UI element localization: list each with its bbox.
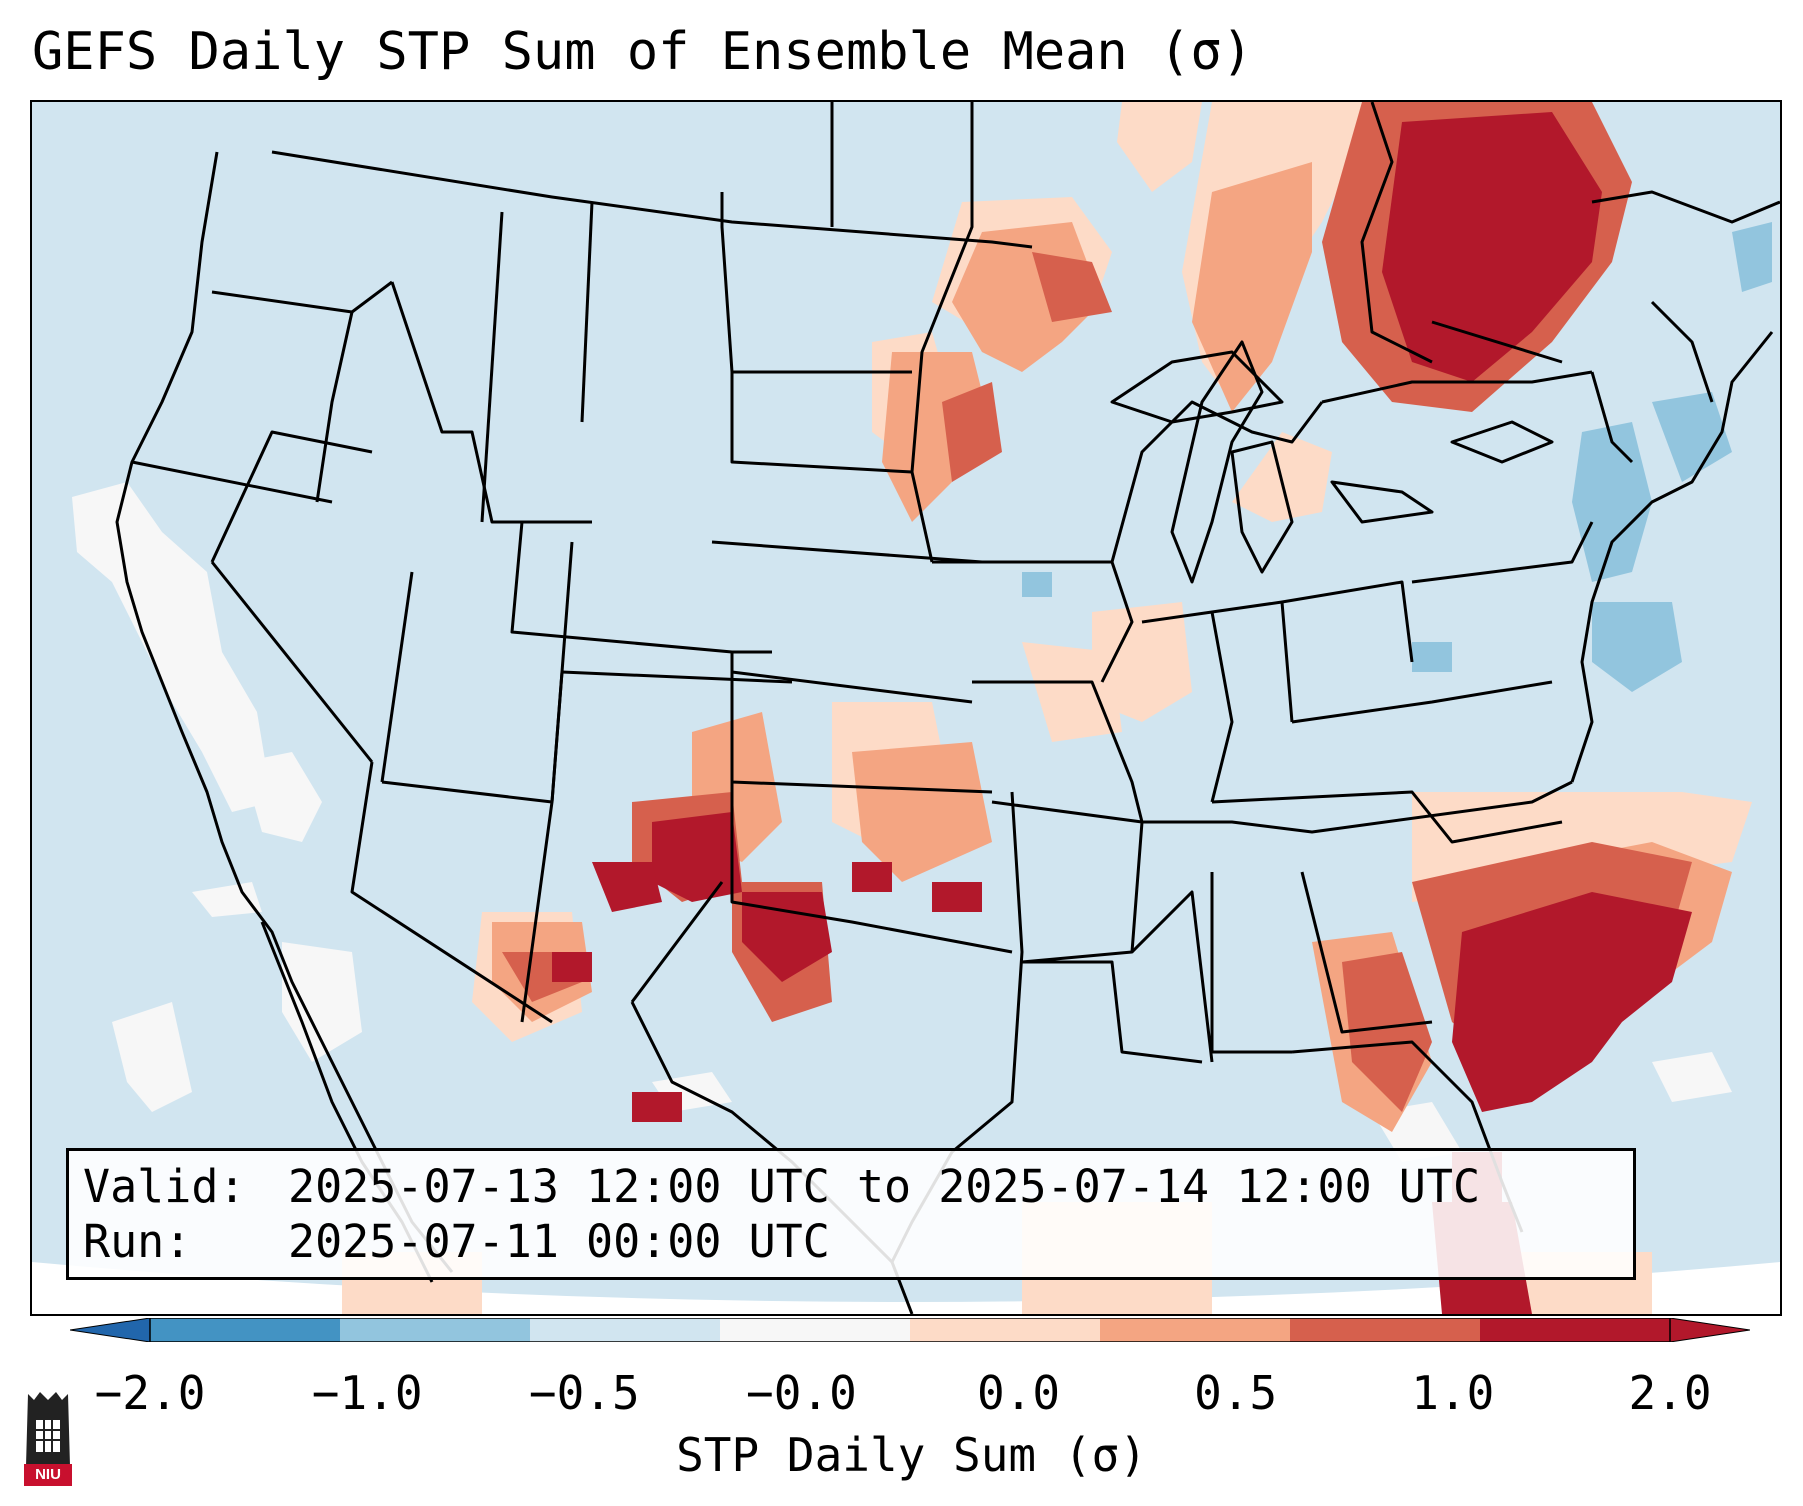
colorbar-tick-label: −2.0 bbox=[94, 1366, 206, 1420]
colorbar-cell bbox=[1100, 1318, 1291, 1342]
colorbar-extend-high bbox=[1669, 1318, 1750, 1342]
colorbar-cell bbox=[720, 1318, 911, 1342]
run-line: Run: 2025-07-11 00:00 UTC bbox=[83, 1214, 1619, 1269]
colorbar-cell bbox=[1290, 1318, 1481, 1342]
stp-very-high-positive bbox=[552, 112, 1692, 1314]
niu-tower-icon bbox=[24, 1392, 72, 1486]
colorbar bbox=[70, 1318, 1750, 1342]
colorbar-tick-label: 1.0 bbox=[1411, 1366, 1495, 1420]
logo-text: NIU bbox=[35, 1466, 61, 1483]
colorbar-cell bbox=[530, 1318, 721, 1342]
colorbar-cell bbox=[910, 1318, 1101, 1342]
neutral-patches bbox=[72, 482, 1732, 1162]
valid-value: 2025-07-13 12:00 UTC to 2025-07-14 12:00… bbox=[288, 1160, 1481, 1213]
valid-label: Valid: bbox=[83, 1160, 246, 1213]
colorbar-tick-label: −0.5 bbox=[528, 1366, 640, 1420]
valid-line: Valid: 2025-07-13 12:00 UTC to 2025-07-14… bbox=[83, 1159, 1619, 1214]
chart-title: GEFS Daily STP Sum of Ensemble Mean (σ) bbox=[32, 22, 1253, 82]
map-panel bbox=[30, 100, 1782, 1316]
niu-logo: NIU bbox=[20, 1390, 76, 1486]
run-value: 2025-07-11 00:00 UTC bbox=[288, 1215, 830, 1268]
colorbar-cell bbox=[1480, 1318, 1671, 1342]
colorbar-tick-label: −0.0 bbox=[746, 1366, 857, 1420]
colorbar-cells bbox=[150, 1318, 1671, 1342]
colorbar-extend-low bbox=[70, 1318, 151, 1342]
validity-box: Valid: 2025-07-13 12:00 UTC to 2025-07-14… bbox=[66, 1148, 1636, 1280]
map-canvas bbox=[32, 102, 1780, 1314]
colorbar-label: STP Daily Sum (σ) bbox=[676, 1428, 1147, 1482]
run-label: Run: bbox=[83, 1215, 192, 1268]
colorbar-tick-label: −1.0 bbox=[311, 1366, 423, 1420]
stp-negative bbox=[1022, 222, 1772, 692]
colorbar-tick-label: 0.5 bbox=[1194, 1366, 1278, 1420]
colorbar-tick-label: 2.0 bbox=[1628, 1366, 1712, 1420]
colorbar-tick-label: 0.0 bbox=[977, 1366, 1061, 1420]
colorbar-cell bbox=[150, 1318, 341, 1342]
colorbar-frame bbox=[149, 1318, 1671, 1342]
colorbar-cell bbox=[340, 1318, 531, 1342]
